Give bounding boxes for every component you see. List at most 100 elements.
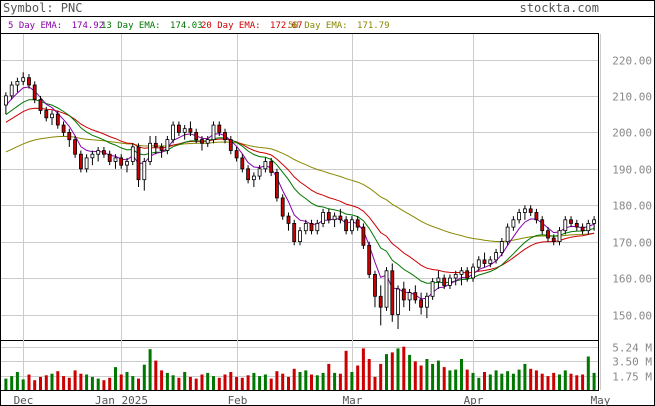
volume-bar: [310, 374, 313, 390]
candle-body: [574, 222, 579, 228]
candle: [447, 274, 452, 289]
volume-bar: [119, 374, 123, 390]
candle-body: [130, 146, 135, 162]
volume-bar: [287, 376, 290, 390]
candle-body: [303, 222, 308, 232]
candle: [436, 270, 441, 289]
ema20-line: [5, 107, 595, 274]
candle-body: [171, 124, 176, 141]
candle: [90, 150, 95, 166]
candle: [130, 143, 135, 166]
ema50-legend: 50 Day EMA: 171.79: [288, 21, 390, 31]
candle-body: [119, 157, 124, 166]
candle-body: [447, 277, 452, 286]
volume-bar: [240, 377, 244, 391]
candle-body: [488, 259, 493, 264]
candle-body: [332, 215, 337, 221]
candle-body: [361, 226, 366, 246]
candle-body: [546, 230, 550, 239]
candle: [159, 143, 164, 158]
volume-bar: [33, 380, 37, 390]
candles: [4, 72, 596, 330]
volume-bar: [558, 374, 561, 390]
volume-bar: [39, 376, 42, 390]
volume-bar: [154, 360, 158, 390]
volume-bar: [592, 372, 596, 390]
volume-bar: [67, 377, 71, 391]
candle: [286, 212, 291, 231]
candle-body: [540, 219, 545, 232]
ema50-value: 171.79: [357, 21, 390, 31]
candle-body: [38, 99, 43, 111]
volume-bar: [529, 368, 533, 390]
candle-body: [136, 146, 141, 181]
candle-body: [194, 131, 199, 141]
candle-body: [263, 161, 268, 170]
volume-bar: [454, 369, 458, 390]
candle-body: [580, 226, 585, 232]
candle: [73, 136, 77, 158]
price-tick-label: 220.00: [612, 55, 652, 68]
candle: [205, 136, 210, 147]
candle: [303, 219, 308, 235]
candle: [569, 216, 573, 228]
volume-bar: [367, 359, 371, 390]
volume-bar: [356, 365, 360, 390]
price-tick-label: 190.00: [612, 164, 652, 177]
volume-tick-label: 5.24 M: [612, 342, 652, 355]
candle-body: [586, 222, 591, 232]
candle: [338, 208, 343, 224]
ema5-label: 5 Day EMA:: [8, 21, 62, 31]
candle: [309, 219, 314, 235]
volume-bar: [540, 373, 544, 390]
candle-body: [240, 157, 245, 170]
candle: [488, 256, 493, 268]
volume-bar: [581, 374, 585, 390]
volume-bar: [200, 374, 204, 390]
volume-bar: [263, 374, 267, 390]
x-tick-label: Feb: [228, 394, 248, 406]
candle-body: [125, 161, 129, 166]
candle-body: [280, 197, 285, 217]
candle: [574, 219, 579, 231]
candle-body: [234, 150, 239, 159]
candle-body: [476, 259, 481, 268]
candle: [453, 270, 458, 286]
candle: [534, 208, 539, 224]
candle-body: [228, 139, 233, 151]
candle-body: [55, 113, 60, 126]
volume-bar: [102, 380, 106, 390]
candle: [119, 154, 124, 169]
candle-body: [286, 215, 291, 224]
ema13-value: 174.03: [170, 21, 203, 31]
candle-body: [459, 270, 464, 275]
candle-body: [148, 142, 153, 162]
candle: [494, 248, 499, 264]
volume-bar: [431, 363, 435, 390]
ema20-legend: 20 Day EMA: 172.67: [201, 21, 303, 31]
volume-bar: [563, 370, 567, 390]
volume-bar: [460, 359, 463, 390]
candle: [401, 281, 406, 308]
candle: [153, 136, 158, 155]
candle: [223, 128, 227, 144]
candle: [367, 241, 372, 279]
volume-bar: [50, 373, 54, 390]
candle-body: [79, 153, 83, 170]
volume-bar: [235, 376, 239, 390]
volume-bar: [488, 374, 492, 390]
candle-body: [257, 168, 262, 177]
price-tick-label: 180.00: [612, 200, 652, 213]
volume-bar: [114, 367, 117, 390]
candle: [326, 208, 331, 224]
candle-body: [534, 212, 539, 221]
ema20-value: 172.67: [270, 21, 303, 31]
candle-body: [396, 288, 400, 315]
candle: [546, 227, 550, 242]
volume-bar: [327, 363, 331, 390]
candle-body: [90, 153, 95, 159]
volume-bar: [246, 375, 250, 390]
candle-body: [557, 230, 562, 242]
volume-bars: [4, 346, 596, 391]
